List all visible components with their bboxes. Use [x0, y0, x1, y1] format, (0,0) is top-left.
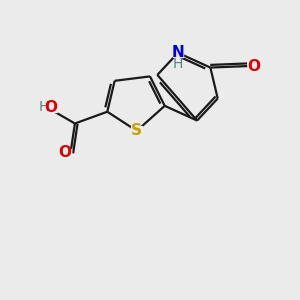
- Bar: [173, 49, 183, 57]
- Bar: [60, 149, 71, 157]
- Text: O: O: [247, 58, 260, 74]
- Text: O: O: [59, 146, 72, 160]
- Text: N: N: [172, 45, 184, 60]
- Bar: [248, 62, 260, 70]
- Bar: [131, 126, 142, 135]
- Text: S: S: [131, 123, 142, 138]
- Text: O: O: [45, 100, 58, 115]
- Text: H: H: [38, 100, 49, 114]
- Bar: [38, 103, 56, 112]
- Text: H: H: [173, 57, 183, 71]
